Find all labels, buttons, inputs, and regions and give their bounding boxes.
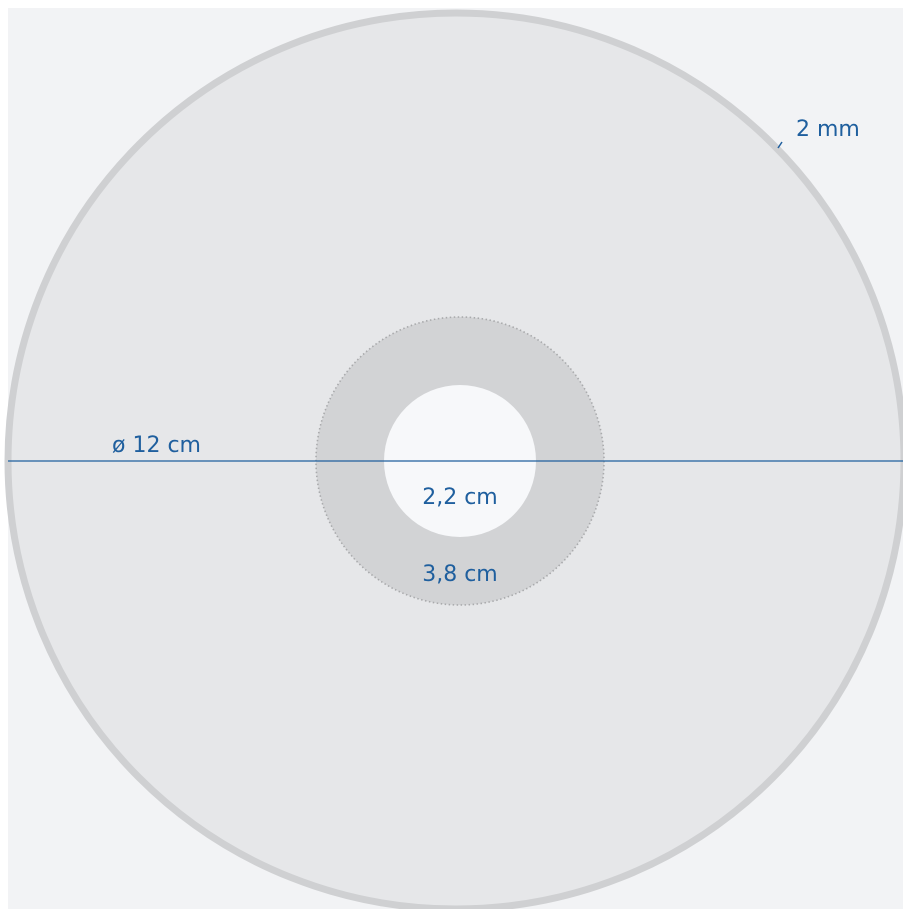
rim-thickness-label: 2 mm — [796, 117, 860, 142]
inner-hole-label: 2,2 cm — [422, 485, 498, 510]
hub-diameter-label: 3,8 cm — [422, 562, 498, 587]
rim-tick — [777, 141, 783, 149]
outer-diameter-label: ø 12 cm — [112, 433, 201, 458]
